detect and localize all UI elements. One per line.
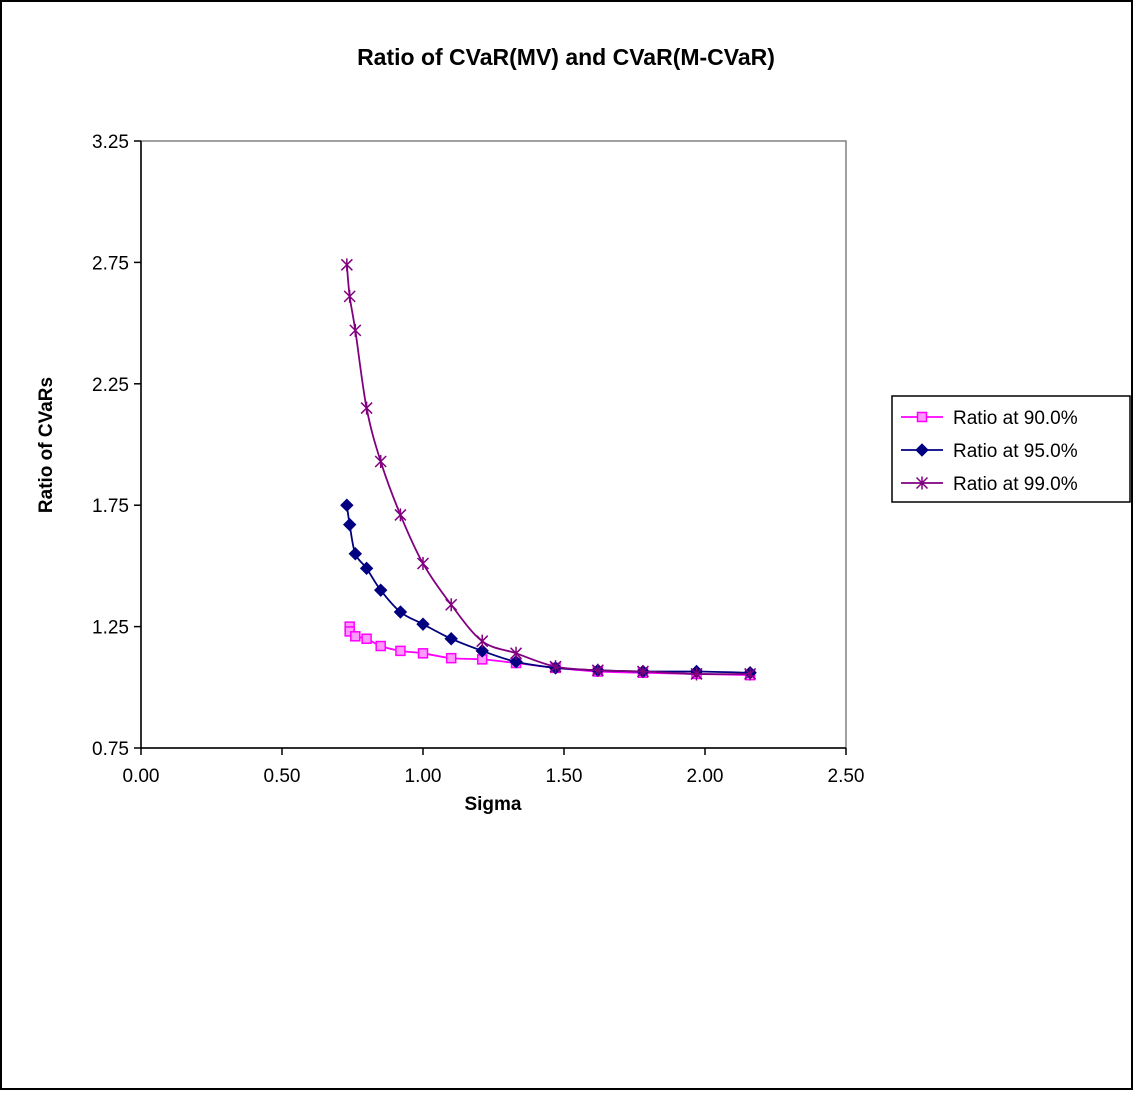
data-point <box>395 645 406 657</box>
plot-area <box>140 140 847 749</box>
data-point <box>476 634 489 648</box>
y-tick-label: 2.25 <box>92 375 129 396</box>
y-tick-label: 0.75 <box>92 739 129 760</box>
data-point <box>445 598 458 612</box>
y-tick-label: 2.75 <box>92 253 129 274</box>
data-point <box>744 667 757 681</box>
data-point <box>343 289 356 303</box>
data-point <box>340 498 354 512</box>
data-point <box>510 646 523 660</box>
data-point <box>375 640 386 652</box>
x-tick-label: 1.00 <box>405 766 442 787</box>
data-point <box>374 454 387 468</box>
series-layer <box>340 258 757 681</box>
data-point <box>340 258 353 272</box>
data-point <box>636 665 649 679</box>
legend: Ratio at 90.0% Ratio at 95.0% Ratio at 99.… <box>891 395 1131 503</box>
data-point <box>416 617 430 631</box>
data-point <box>690 667 703 681</box>
legend-label: Ratio at 99.0% <box>953 474 1078 495</box>
x-tick-label: 2.00 <box>687 766 724 787</box>
y-tick-label: 1.25 <box>92 618 129 639</box>
legend-marker <box>915 443 929 457</box>
data-point <box>342 517 357 532</box>
legend-box <box>891 395 1131 503</box>
legend-item: Ratio at 99.0% <box>901 474 1078 495</box>
y-tick-label: 3.25 <box>92 132 129 153</box>
legend-marker <box>916 411 928 423</box>
data-point <box>359 561 374 576</box>
data-point <box>475 644 489 658</box>
legend-item: Ratio at 95.0% <box>901 441 1078 462</box>
data-point <box>348 547 363 561</box>
data-point <box>360 401 373 415</box>
data-point <box>509 655 523 669</box>
legend-label: Ratio at 90.0% <box>953 408 1078 429</box>
data-point <box>393 605 408 619</box>
x-tick-label: 1.50 <box>546 766 583 787</box>
y-tick-label: 1.75 <box>92 496 129 517</box>
data-point <box>394 508 407 522</box>
data-point <box>361 633 372 644</box>
axis-ticks: 0.00 0.50 1.00 1.50 2.00 2.50 0.75 1.25 1.75 2.25… <box>92 132 864 787</box>
legend-label: Ratio at 95.0% <box>953 441 1078 462</box>
y-axis-label: Ratio of CVaRs <box>36 377 57 513</box>
x-tick-label: 2.50 <box>828 766 865 787</box>
data-point <box>417 648 429 659</box>
data-point <box>349 323 362 337</box>
x-axis-label: Sigma <box>464 794 521 815</box>
legend-item: Ratio at 90.0% <box>901 408 1078 429</box>
data-point <box>445 652 457 664</box>
data-point <box>373 583 388 597</box>
x-tick-label: 0.00 <box>123 766 160 787</box>
data-point <box>350 631 361 642</box>
x-tick-label: 0.50 <box>264 766 301 787</box>
data-point <box>444 632 458 646</box>
chart-title: Ratio of CVaR(MV) and CVaR(M-CVaR) <box>357 44 775 70</box>
series-3 <box>340 258 757 681</box>
data-point <box>591 663 604 677</box>
legend-marker <box>915 476 929 490</box>
data-point <box>549 660 562 674</box>
data-point <box>416 556 430 570</box>
